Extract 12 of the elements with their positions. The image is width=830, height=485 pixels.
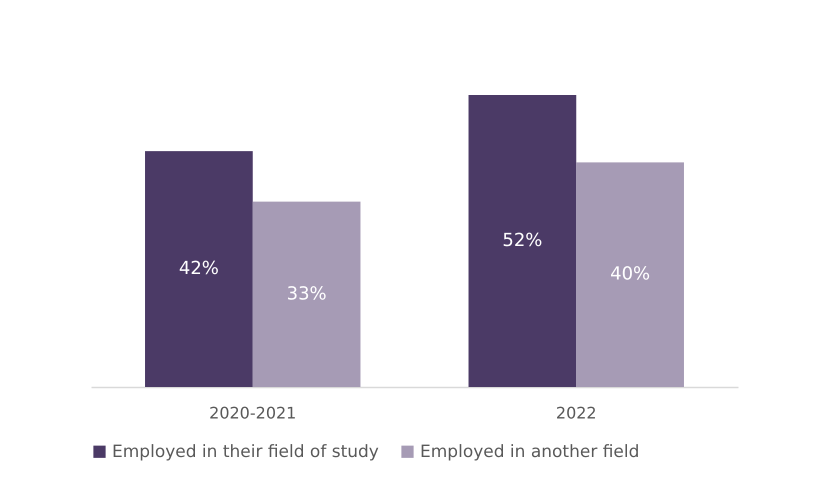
data-label: 42% [178, 258, 219, 280]
bar [145, 151, 253, 387]
x-tick-label: 2020-2021 [209, 404, 296, 422]
legend-label: Employed in their field of study [112, 442, 379, 462]
bar [468, 94, 576, 387]
bar [252, 202, 360, 387]
legend-label: Employed in another field [420, 442, 640, 462]
bar [576, 162, 684, 387]
data-label: 52% [502, 230, 542, 251]
x-tick-label: 2022 [556, 404, 597, 422]
data-label: 33% [286, 283, 327, 304]
data-label: 40% [610, 264, 650, 285]
